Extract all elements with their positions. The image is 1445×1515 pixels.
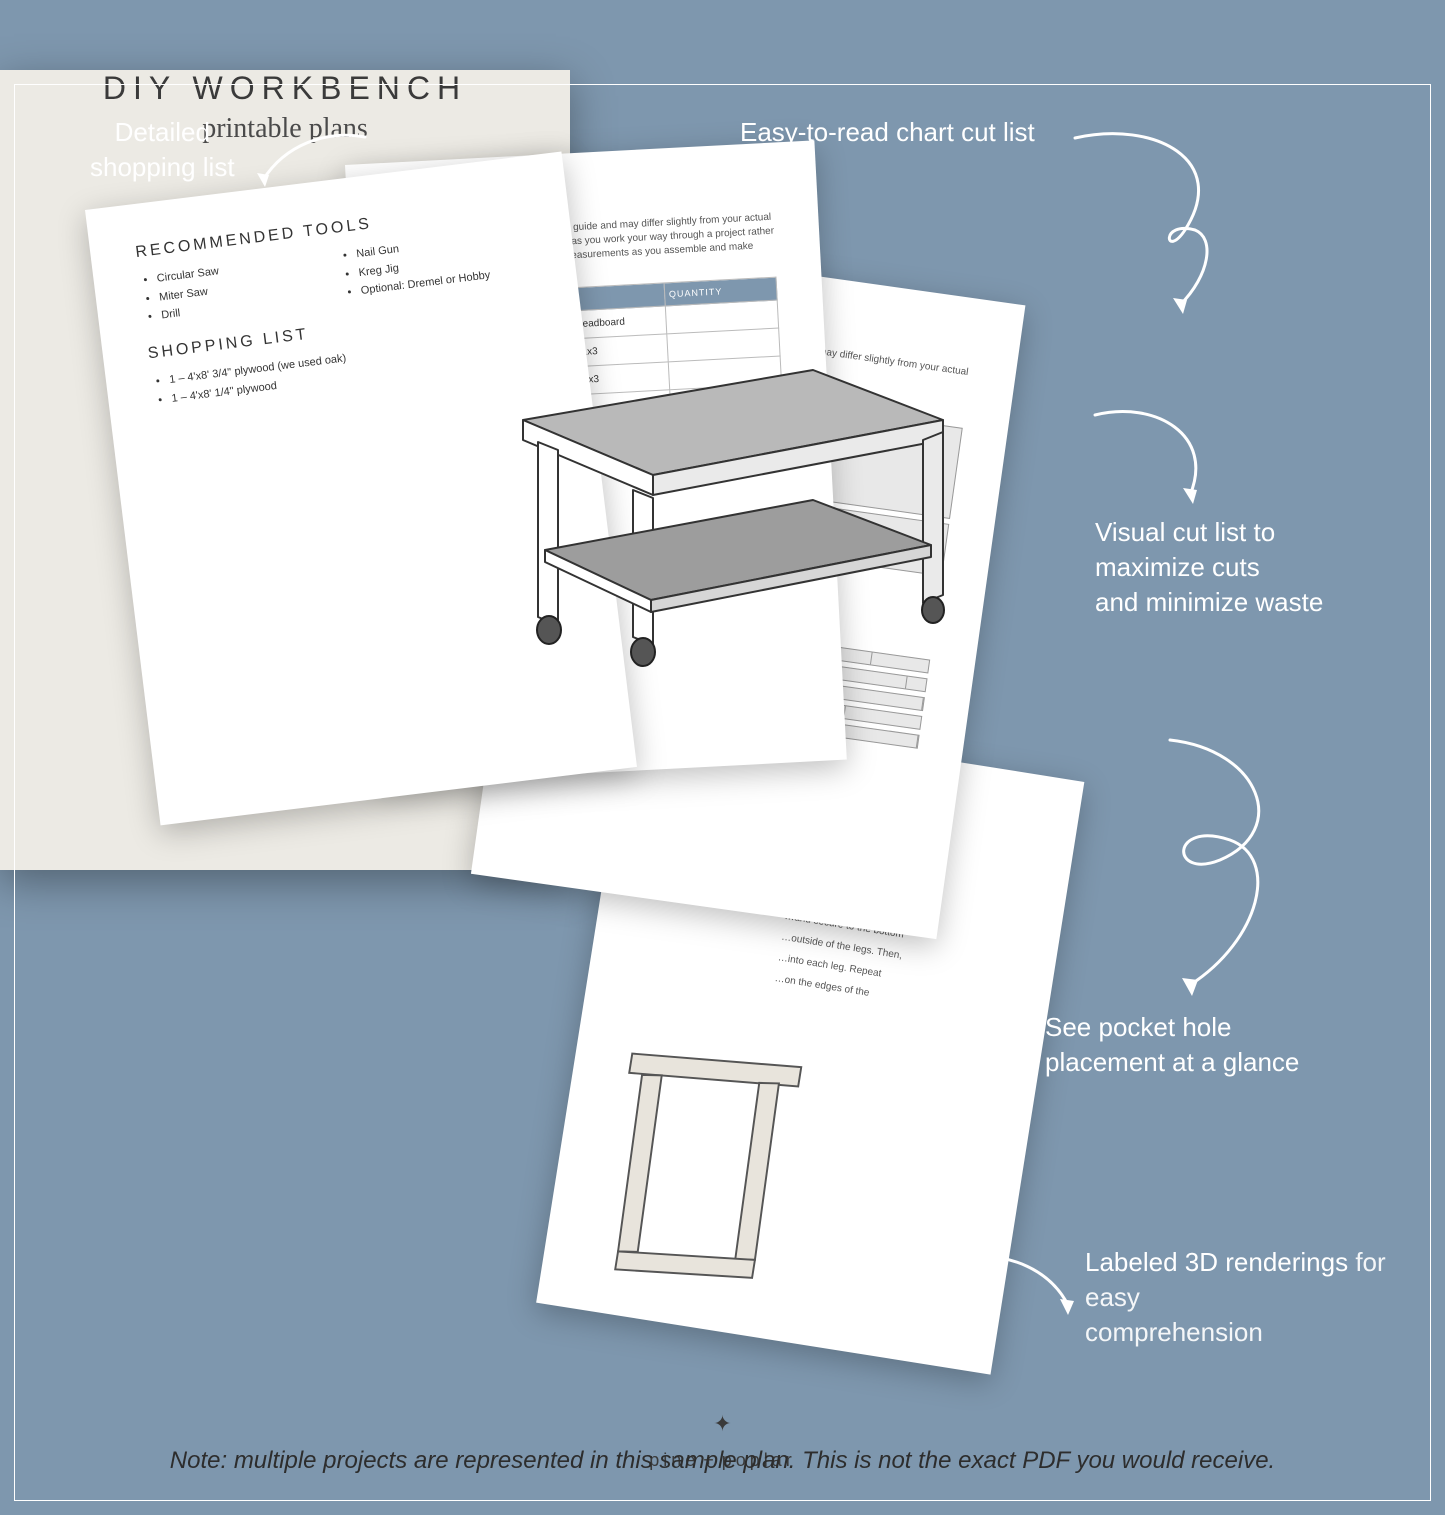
brand-icon: ✦ xyxy=(713,1411,731,1437)
arrow-cutlist xyxy=(1065,120,1235,320)
arrow-pocket xyxy=(1080,730,1300,1000)
arrow-renderings xyxy=(960,1245,1080,1325)
callout-visual: Visual cut list to maximize cuts and min… xyxy=(1095,515,1323,620)
arrow-visual xyxy=(1085,400,1225,510)
arrow-shopping xyxy=(255,125,375,205)
workbench-render xyxy=(483,340,963,670)
callout-cutlist: Easy-to-read chart cut list xyxy=(740,115,1035,150)
footnote: Note: multiple projects are represented … xyxy=(0,1447,1445,1475)
callout-pocket: See pocket hole placement at a glance xyxy=(1045,1010,1299,1080)
callout-renderings: Labeled 3D renderings for easy comprehen… xyxy=(1085,1245,1445,1350)
callout-shopping: Detailed shopping list xyxy=(90,115,235,185)
